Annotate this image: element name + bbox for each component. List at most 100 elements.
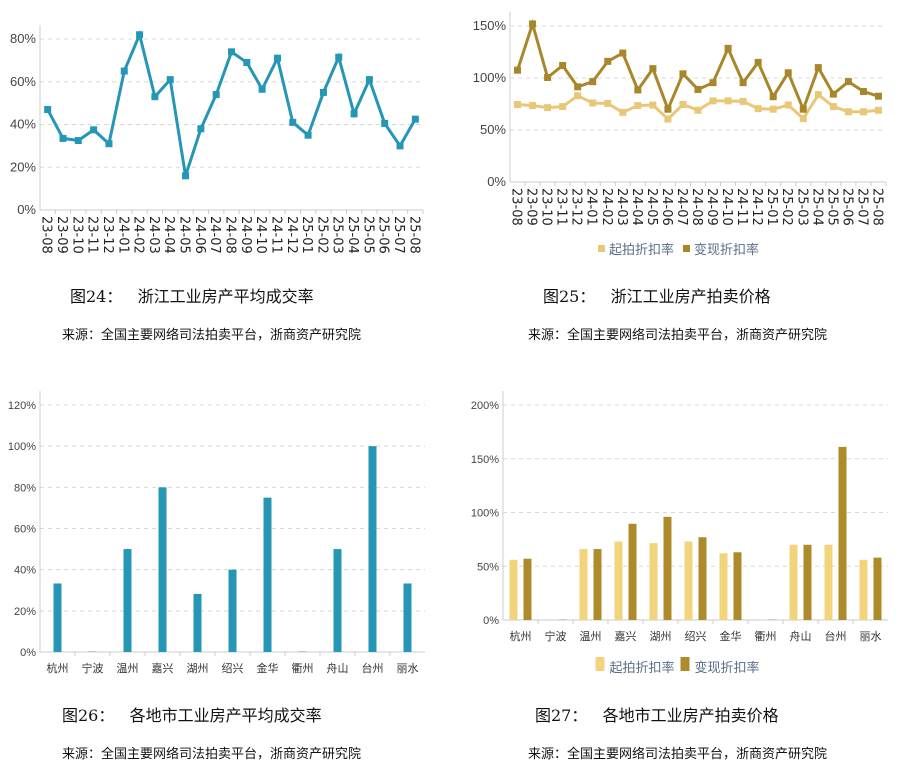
data-point — [739, 97, 747, 105]
data-point — [304, 131, 312, 139]
data-point — [799, 115, 807, 123]
data-point — [59, 134, 67, 142]
y-tick-label: 60% — [10, 74, 36, 89]
bar — [663, 516, 672, 620]
x-tick-label: 24-07 — [674, 188, 689, 226]
data-point — [649, 65, 657, 73]
x-tick-label: 金华 — [720, 629, 742, 643]
data-point — [514, 101, 522, 109]
x-tick-label: 金华 — [257, 661, 279, 675]
x-tick-label: 24-04 — [629, 188, 644, 226]
bar — [403, 583, 412, 652]
data-point — [574, 83, 582, 91]
bar — [838, 446, 847, 620]
x-tick-label: 24-07 — [207, 216, 222, 254]
x-tick-label: 衢州 — [292, 662, 314, 675]
data-point — [74, 137, 82, 145]
data-point — [151, 93, 159, 101]
y-tick-label: 0% — [17, 202, 36, 217]
data-point — [829, 103, 837, 111]
data-point — [799, 105, 807, 113]
x-tick-label: 25-04 — [809, 188, 824, 226]
bar — [228, 569, 237, 652]
data-point — [197, 125, 205, 133]
x-tick-label: 25-03 — [794, 188, 809, 226]
y-tick-label: 50% — [477, 561, 499, 573]
series-line — [46, 29, 417, 177]
data-point — [844, 108, 852, 116]
x-tick-label: 24-08 — [689, 188, 704, 226]
figure-24-source: 来源：全国主要网络司法拍卖平台，浙商资产研究院 — [62, 328, 362, 343]
y-tick-label: 40% — [10, 117, 36, 132]
legend-swatch — [598, 245, 605, 252]
data-point — [769, 93, 777, 101]
data-point — [769, 105, 777, 113]
data-point — [679, 70, 687, 78]
legend-label: 变现折扣率 — [695, 660, 760, 676]
x-tick-label: 24-09 — [704, 188, 719, 226]
figure-25-source: 来源：全国主要网络司法拍卖平台，浙商资产研究院 — [528, 328, 828, 343]
x-tick-label: 台州 — [825, 629, 847, 643]
x-tick-label: 舟山 — [327, 661, 349, 675]
figure-26-source: 来源：全国主要网络司法拍卖平台，浙商资产研究院 — [62, 747, 362, 762]
data-point — [709, 79, 717, 87]
chart-4: 0% 50% 100% 150% 200% 杭州 宁波 温州 嘉兴 湖州 绍兴 金华 衢州 舟山 台州 丽水起… — [471, 391, 888, 676]
x-tick-label: 24-05 — [177, 216, 192, 254]
x-tick-label: 23-09 — [54, 216, 69, 254]
data-point — [514, 66, 522, 74]
bar — [719, 553, 728, 620]
x-tick-label: 衢州 — [755, 630, 777, 643]
bar — [333, 549, 342, 652]
bar — [824, 544, 833, 620]
y-tick-label: 100% — [8, 441, 36, 453]
data-point — [228, 48, 235, 56]
chart-3: 0% 20% 40% 60% 80% 100% 120% 杭州 宁波 温州 嘉兴 湖州 绍兴 金华 衢州 舟山… — [8, 391, 425, 675]
x-tick-label: 温州 — [117, 662, 139, 675]
x-tick-label: 24-01 — [115, 216, 130, 254]
legend-label: 起拍折扣率 — [609, 242, 674, 258]
data-point — [694, 106, 702, 114]
x-tick-label: 24-03 — [614, 188, 629, 226]
x-tick-label: 25-02 — [314, 216, 329, 254]
chart-1: 0%20%40%60%80%23-08 23-09 23-10 23-11 23-12 2… — [10, 25, 424, 254]
x-tick-label: 25-07 — [854, 188, 869, 226]
bar — [628, 523, 637, 620]
data-point — [754, 105, 762, 113]
x-tick-label: 25-05 — [360, 216, 375, 254]
data-point — [559, 62, 567, 70]
x-tick-label: 24-10 — [719, 188, 734, 226]
x-tick-label: 25-01 — [299, 216, 314, 254]
data-point — [365, 76, 373, 84]
data-point — [44, 106, 52, 114]
data-point — [529, 20, 537, 28]
data-point — [874, 92, 882, 100]
x-tick-label: 23-08 — [39, 216, 54, 254]
x-tick-label: 嘉兴 — [152, 661, 174, 675]
data-point — [694, 85, 702, 93]
bar — [768, 619, 777, 620]
x-tick-label: 宁波 — [82, 661, 104, 675]
bar — [193, 593, 202, 652]
data-point — [574, 92, 582, 100]
bar — [558, 619, 567, 620]
figure-27-caption: 图27： 各地市工业房产拍卖价格 — [535, 706, 779, 725]
x-tick-label: 嘉兴 — [615, 629, 637, 643]
bar — [684, 541, 693, 620]
x-tick-label: 23-10 — [69, 216, 84, 254]
legend-swatch — [595, 657, 605, 671]
bar — [158, 487, 167, 652]
bar — [53, 583, 62, 652]
x-tick-label: 湖州 — [187, 662, 209, 675]
data-point — [258, 85, 266, 93]
data-point — [724, 97, 732, 105]
y-tick-label: 40% — [14, 565, 36, 577]
y-tick-label: 20% — [10, 159, 36, 174]
y-tick-label: 0% — [483, 615, 499, 627]
chart-2: 0%50%100%150%23-08 23-09 23-10 23-11 23-12 24… — [473, 12, 887, 258]
y-tick-label: 100% — [473, 70, 507, 85]
figure-27-source: 来源：全国主要网络司法拍卖平台，浙商资产研究院 — [528, 747, 828, 762]
x-tick-label: 23-12 — [569, 188, 584, 226]
x-tick-label: 25-01 — [764, 188, 779, 226]
data-point — [120, 67, 128, 75]
data-point — [90, 126, 98, 134]
